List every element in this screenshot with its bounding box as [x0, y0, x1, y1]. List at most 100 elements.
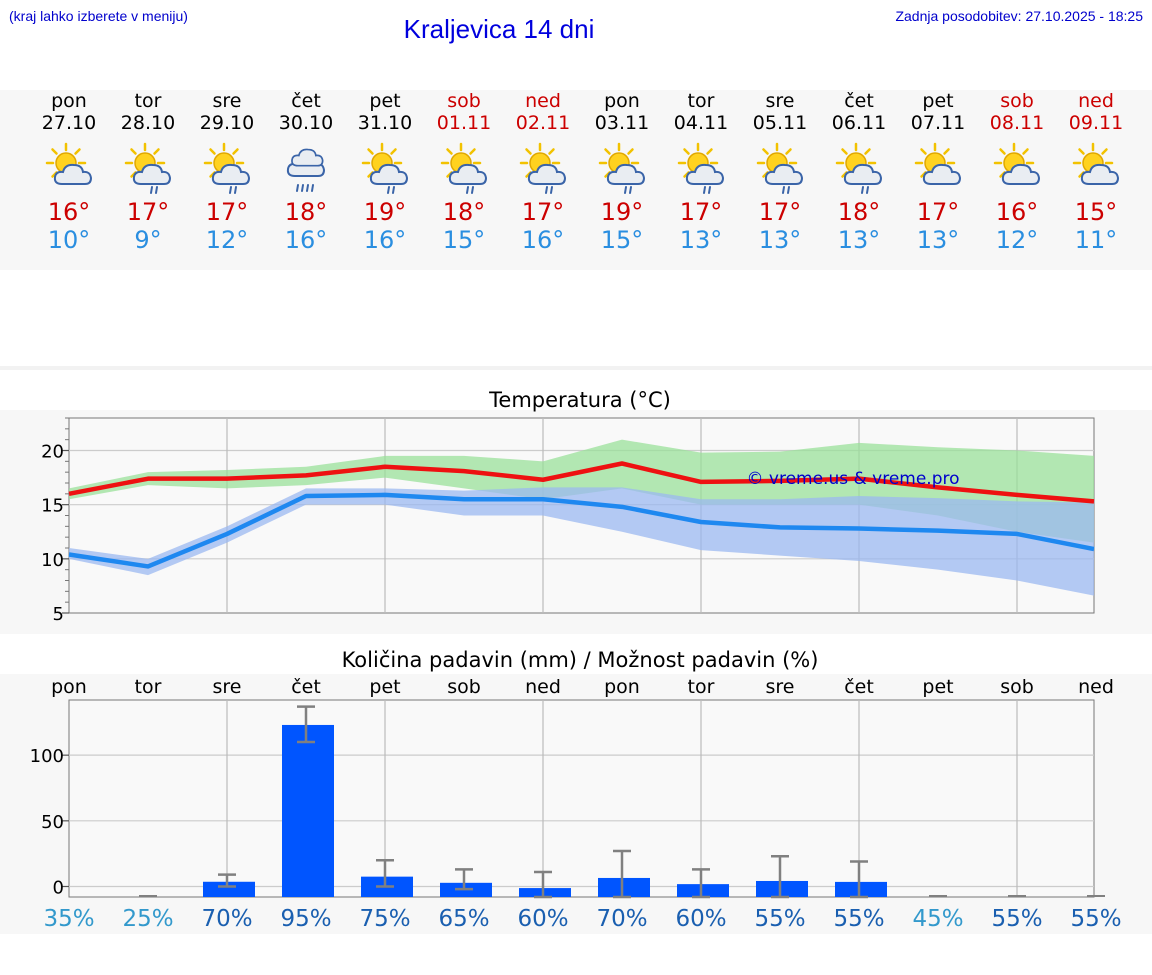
y-tick-label: 10 [41, 550, 64, 571]
x-category-label: sob [447, 676, 481, 698]
max-temperature: 17° [916, 198, 960, 226]
error-whisker [297, 705, 315, 744]
day-column: sob 01.11 18° 15° [424, 90, 504, 254]
x-category-label: pon [604, 676, 640, 698]
max-temp-line [68, 461, 1095, 504]
day-name: tor [687, 90, 715, 112]
error-whisker [850, 860, 868, 899]
cloud-heavy-rain-icon [286, 148, 325, 192]
day-name: sob [1000, 90, 1034, 112]
location-menu-hint[interactable]: (kraj lahko izberete v meniju) [9, 8, 188, 24]
day-name: tor [134, 90, 162, 112]
x-category-label: tor [688, 676, 715, 698]
day-column: pon 03.11 19° 15° [582, 90, 662, 254]
max-temperature: 19° [600, 198, 644, 226]
min-temperature: 10° [47, 226, 91, 254]
x-category-label: čet [291, 676, 321, 698]
precipitation-probability: 45% [912, 906, 963, 932]
error-whisker [613, 849, 631, 899]
max-temperature: 17° [679, 198, 723, 226]
precipitation-probability: 55% [833, 906, 884, 932]
precipitation-bar [203, 881, 255, 897]
day-date: 28.10 [120, 112, 176, 134]
precipitation-probability: 75% [359, 906, 410, 932]
day-column: tor 04.11 17° 13° [661, 90, 741, 254]
day-date: 29.10 [199, 112, 255, 134]
day-column: ned 09.11 15° 11° [1056, 90, 1136, 254]
sun-cloud-rain-icon [124, 142, 171, 194]
day-name: pon [604, 90, 640, 112]
y-tick-label: 50 [41, 812, 64, 833]
day-name: sre [212, 90, 242, 112]
max-temperature: 15° [1074, 198, 1118, 226]
sun-cloud-rain-icon [677, 142, 724, 194]
day-date: 07.11 [910, 112, 966, 134]
x-category-label: sre [213, 676, 242, 698]
min-temperature: 13° [916, 226, 960, 254]
day-name: čet [291, 90, 321, 112]
sun-cloud-rain-icon [440, 142, 487, 194]
day-column: sre 05.11 17° 13° [740, 90, 820, 254]
day-date: 30.10 [278, 112, 334, 134]
error-whisker [771, 855, 789, 899]
day-name: ned [1078, 90, 1114, 112]
day-date: 01.11 [436, 112, 492, 134]
day-column: pet 07.11 17° 13° [898, 90, 978, 254]
precipitation-probability: 60% [675, 906, 726, 932]
precipitation-chart-title: Količina padavin (mm) / Možnost padavin … [341, 648, 819, 672]
x-category-label: sob [1000, 676, 1034, 698]
sun-cloud-rain-icon [598, 142, 645, 194]
day-column: ned 02.11 17° 16° [503, 90, 583, 254]
y-tick-label: 100 [30, 746, 64, 767]
precipitation-probability: 55% [991, 906, 1042, 932]
y-tick-label: 5 [53, 604, 64, 625]
min-temperature: 9° [134, 226, 162, 254]
min-temperature: 12° [205, 226, 249, 254]
min-temperature: 11° [1074, 226, 1118, 254]
max-temperature: 18° [837, 198, 881, 226]
max-temperature: 17° [521, 198, 565, 226]
max-temperature: 18° [442, 198, 486, 226]
error-whisker [534, 870, 552, 899]
sun-cloud-icon [914, 142, 961, 185]
max-temperature: 17° [205, 198, 249, 226]
sun-cloud-icon [1072, 142, 1119, 185]
x-category-label: pet [369, 676, 400, 698]
day-date: 05.11 [752, 112, 808, 134]
day-column: sob 08.11 16° 12° [977, 90, 1057, 254]
y-tick-label: 15 [41, 496, 64, 517]
min-temperature: 15° [442, 226, 486, 254]
min-temperature: 16° [284, 226, 328, 254]
x-category-label: sre [766, 676, 795, 698]
min-temperature: 12° [995, 226, 1039, 254]
precipitation-probability: 70% [201, 906, 252, 932]
precipitation-probability: 60% [517, 906, 568, 932]
error-whisker [218, 873, 236, 888]
page-title: Kraljevica 14 dni [403, 14, 595, 44]
x-category-label: čet [844, 676, 874, 698]
precipitation-bar [677, 884, 729, 897]
min-temperature: 15° [600, 226, 644, 254]
max-temperature: 18° [284, 198, 328, 226]
day-name: ned [525, 90, 561, 112]
sun-cloud-rain-icon [519, 142, 566, 194]
max-temperature: 17° [758, 198, 802, 226]
precipitation-chart: pon tor sre čet pet sob ned pon tor sre čet pet sob n… [30, 676, 1122, 932]
sun-cloud-rain-icon [835, 142, 882, 194]
min-temperature: 13° [679, 226, 723, 254]
min-temp-line [68, 492, 1095, 569]
day-date: 31.10 [357, 112, 413, 134]
last-updated: Zadnja posodobitev: 27.10.2025 - 18:25 [895, 8, 1143, 24]
max-temperature: 16° [995, 198, 1039, 226]
day-column: pon 27.10 16° 10° [29, 90, 109, 254]
min-temperature: 16° [521, 226, 565, 254]
x-category-label: ned [1078, 676, 1114, 698]
min-temperature: 13° [837, 226, 881, 254]
temperature-chart-title: Temperatura (°C) [489, 388, 671, 412]
day-column: tor 28.10 17° 9° [108, 90, 188, 254]
precipitation-bar [835, 881, 887, 897]
precipitation-bar [598, 877, 650, 897]
day-name: pon [51, 90, 87, 112]
temperature-chart: 5 10 15 20 © vreme.us & vreme.pro [41, 417, 1095, 625]
day-column: čet 06.11 18° 13° [819, 90, 899, 254]
